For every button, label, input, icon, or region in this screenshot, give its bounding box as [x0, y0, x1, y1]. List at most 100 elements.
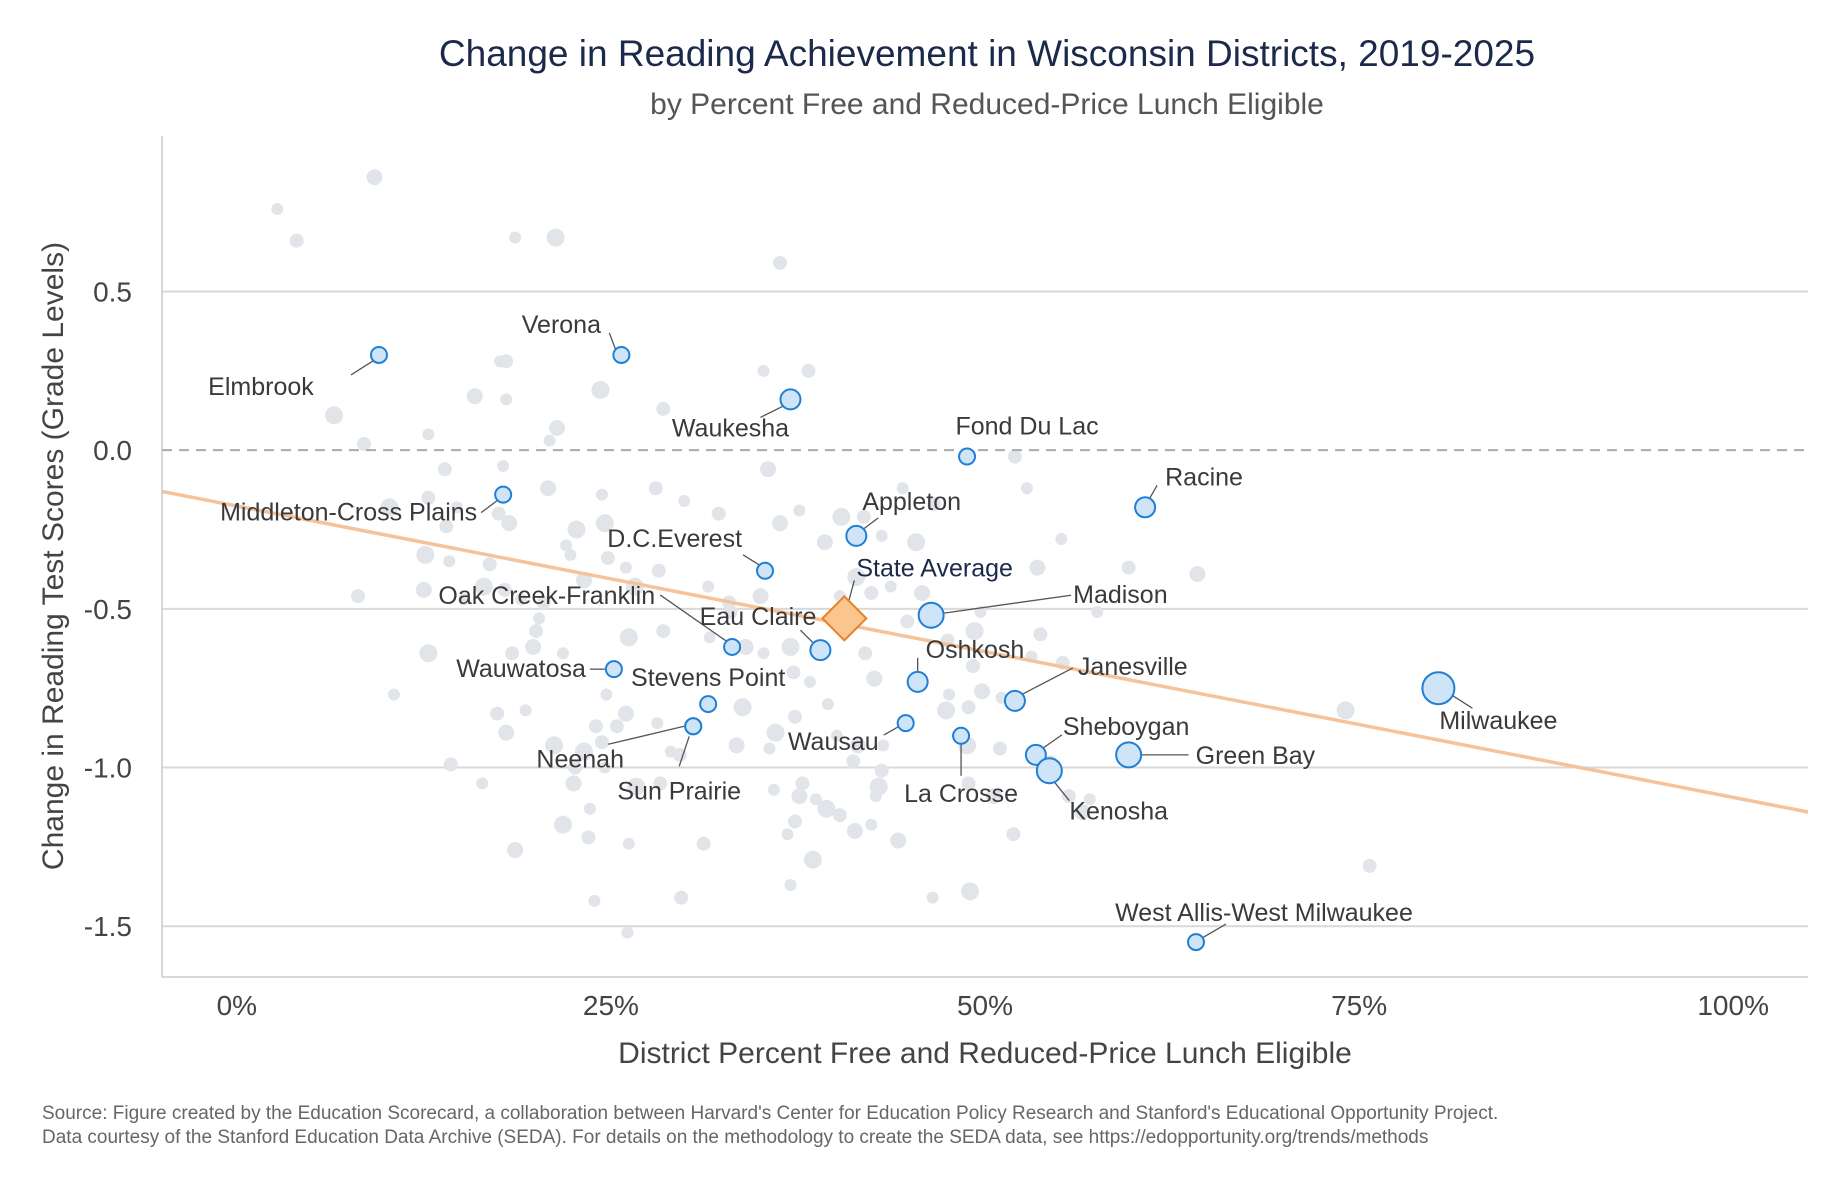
x-tick-label: 50%	[957, 990, 1013, 1021]
y-axis-title: Change in Reading Test Scores (Grade Lev…	[37, 242, 70, 870]
background-district-point	[1362, 858, 1377, 873]
label-oshkosh: Oshkosh	[926, 636, 1025, 664]
background-district-point	[795, 776, 810, 791]
background-district-point	[505, 646, 520, 661]
background-district-point	[816, 534, 833, 551]
background-district-point	[617, 705, 634, 722]
label-racine: Racine	[1165, 463, 1243, 491]
point-sheboygan	[1024, 743, 1047, 766]
background-district-point	[567, 520, 586, 539]
background-district-point	[768, 783, 781, 796]
background-district-point	[557, 647, 570, 660]
background-district-point	[546, 228, 565, 247]
background-district-point	[678, 494, 691, 507]
x-tick-label: 0%	[217, 990, 257, 1021]
leader-oak-creek-franklin	[659, 594, 727, 642]
background-district-point	[849, 737, 866, 754]
background-district-point	[832, 507, 851, 526]
label-janesville: Janesville	[1078, 653, 1188, 681]
background-district-point	[733, 698, 752, 717]
background-district-point	[619, 561, 632, 574]
background-district-point	[515, 593, 528, 606]
background-district-point	[781, 828, 794, 841]
background-district-point	[497, 460, 510, 473]
background-district-point	[856, 509, 871, 524]
district-labels: Elmbrook Verona Waukesha Fond Du Lac Racine M…	[208, 311, 1557, 927]
background-district-point	[591, 380, 610, 399]
background-district-point	[896, 482, 909, 495]
highlighted-districts	[369, 345, 1456, 952]
background-district-point	[653, 776, 668, 791]
background-district-point	[567, 760, 582, 775]
background-district-point	[846, 754, 861, 769]
label-appleton: Appleton	[862, 488, 961, 516]
background-district-point	[595, 488, 608, 501]
label-middleton-cross-plains: Middleton-Cross Plains	[220, 499, 477, 527]
label-west-allis-west-milwaukee: West Allis-West Milwaukee	[1115, 899, 1413, 927]
point-middleton-cross-plains	[494, 485, 513, 504]
background-district-point	[622, 837, 635, 850]
label-kenosha: Kenosha	[1069, 798, 1168, 826]
background-district-point	[864, 585, 879, 600]
y-tick-label: 0.0	[93, 435, 132, 466]
background-district-point	[961, 700, 976, 715]
label-wausau: Wausau	[788, 728, 879, 756]
background-district-point	[846, 823, 863, 840]
background-district-point	[760, 461, 777, 478]
label-eau-claire: Eau Claire	[700, 603, 817, 631]
background-district-point	[609, 719, 624, 734]
point-west-allis-west-milwaukee	[1186, 933, 1205, 952]
background-district-point	[786, 665, 801, 680]
background-district-point	[507, 842, 524, 859]
leader-sheboygan	[1041, 734, 1063, 750]
background-district-point	[766, 723, 785, 742]
background-district-point	[809, 793, 822, 806]
background-district-point	[985, 788, 1002, 805]
label-state-average: State Average	[856, 554, 1013, 582]
background-district-point	[529, 624, 544, 639]
background-district-point	[966, 658, 981, 673]
background-district-point	[583, 802, 596, 815]
background-district-point	[499, 354, 514, 369]
background-district-point	[1055, 533, 1068, 546]
point-elmbrook	[369, 345, 388, 364]
label-verona: Verona	[522, 311, 601, 339]
background-district-point	[498, 724, 515, 741]
background-district-point	[752, 588, 769, 605]
x-tick-label: 25%	[583, 990, 639, 1021]
background-district-point	[1083, 793, 1096, 806]
label-sun-prairie: Sun Prairie	[617, 777, 741, 805]
background-district-point	[450, 501, 463, 514]
leader-verona	[608, 332, 616, 350]
point-d-c-everest	[756, 561, 775, 580]
point-stevens-point	[699, 695, 718, 714]
source-note-line-1: Source: Figure created by the Education …	[42, 1103, 1498, 1124]
background-district-point	[500, 393, 513, 406]
label-milwaukee: Milwaukee	[1439, 707, 1557, 735]
background-district-point	[757, 364, 770, 377]
leader-middleton-cross-plains	[480, 500, 498, 514]
point-wausau	[896, 714, 915, 733]
background-district-point	[1121, 560, 1136, 575]
background-district-point	[588, 894, 601, 907]
background-district-point	[858, 646, 873, 661]
background-district-point	[574, 742, 593, 761]
x-tick-label: 75%	[1331, 990, 1387, 1021]
background-district-point	[793, 504, 806, 517]
background-district-point	[564, 548, 577, 561]
point-la-crosse	[952, 726, 971, 745]
y-tick-label: -1.5	[84, 911, 132, 942]
background-district-point	[784, 878, 797, 891]
leader-janesville	[1020, 667, 1074, 696]
background-district-point	[443, 757, 458, 772]
background-district-point	[1020, 482, 1033, 495]
leader-kenosha	[1052, 780, 1070, 802]
background-district-point	[536, 595, 551, 610]
background-district-point	[419, 644, 438, 663]
point-verona	[612, 345, 631, 364]
leader-elmbrook	[350, 360, 374, 376]
y-tick-label: -0.5	[84, 594, 132, 625]
background-district-point	[549, 419, 566, 436]
background-district-point	[696, 836, 711, 851]
